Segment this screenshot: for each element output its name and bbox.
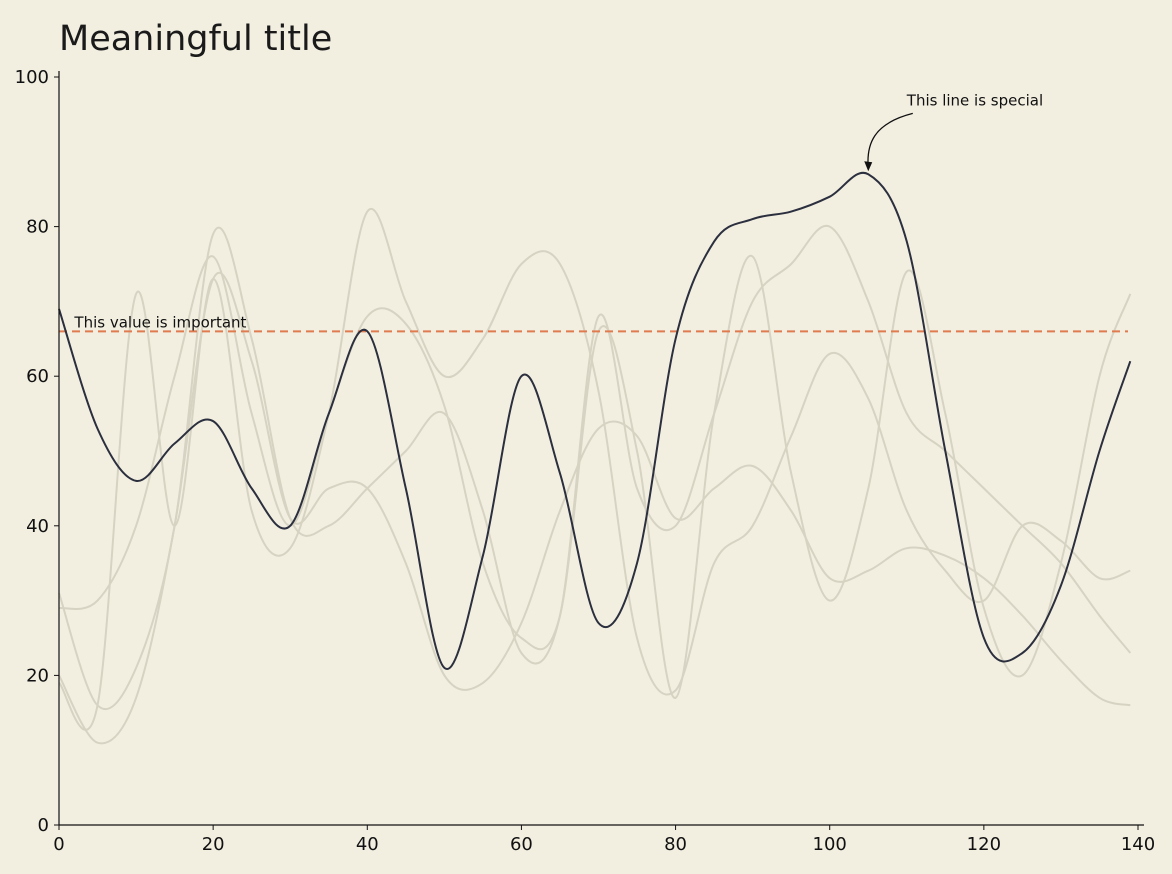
x-tick-label: 60 [510,834,533,855]
annotation-arrowhead [864,161,873,172]
annotation-arrow [867,112,913,169]
axes: 0 20 40 60 80 100 120 140 0 20 40 60 80 100 [15,67,1156,855]
x-axis-ticks: 0 20 40 60 80 100 120 140 [53,825,1155,855]
highlighted-series-line [58,171,1132,670]
y-tick-label: 40 [26,516,49,537]
x-tick-label: 0 [53,834,64,855]
highlight-series-group [58,171,1132,670]
annotation-label: This line is special [906,91,1043,109]
y-tick-label: 20 [26,665,49,686]
x-tick-label: 120 [967,834,1001,855]
y-tick-label: 0 [38,815,49,836]
muted-series-line-4 [58,207,1131,731]
reference-line-group: This value is important [59,313,1128,333]
y-tick-label: 60 [26,366,49,387]
x-tick-label: 140 [1121,834,1155,855]
x-tick-label: 20 [202,834,225,855]
reference-line-label: This value is important [73,313,246,331]
background-series-group [58,207,1132,745]
muted-series-line-3 [58,224,1132,711]
x-tick-label: 80 [664,834,687,855]
muted-series-line-2 [58,254,1132,699]
x-tick-label: 100 [813,834,847,855]
annotation-group: This line is special [864,91,1043,172]
y-axis-ticks: 0 20 40 60 80 100 [15,67,59,836]
y-tick-label: 100 [15,67,49,88]
x-tick-label: 40 [356,834,379,855]
chart-title: Meaningful title [59,19,332,59]
y-tick-label: 80 [26,217,49,238]
